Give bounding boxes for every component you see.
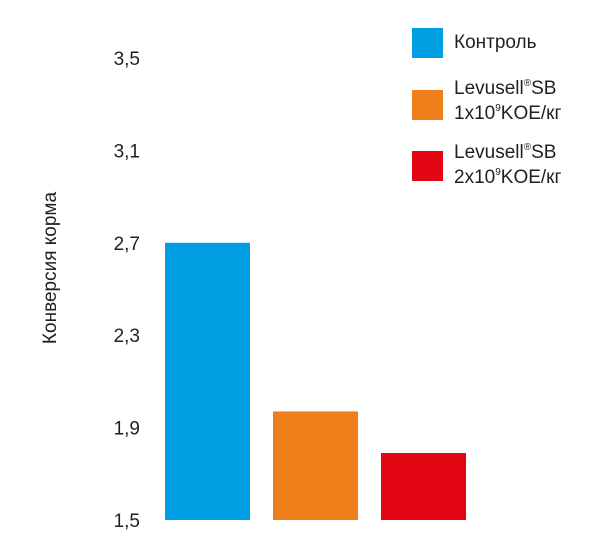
legend-swatch-dose-2 bbox=[412, 151, 443, 181]
legend-swatch-dose-1 bbox=[412, 90, 443, 120]
y-tick-label: 3,5 bbox=[114, 49, 140, 70]
y-tick-label: 2,3 bbox=[114, 326, 140, 347]
y-tick-label: 1,9 bbox=[114, 419, 140, 440]
y-axis-ticks: 3,5 3,1 2,7 2,3 1,9 1,5 bbox=[114, 49, 140, 532]
bar-1 bbox=[165, 242, 250, 521]
y-tick-label: 3,1 bbox=[114, 141, 140, 162]
y-tick-label: 2,7 bbox=[114, 234, 140, 255]
y-axis-label: Конверсия корма bbox=[40, 192, 61, 345]
bars bbox=[165, 242, 466, 521]
legend-swatch-control bbox=[412, 28, 443, 58]
legend-label-dose-2: Levusell®SB 2x109KOE/кг bbox=[454, 142, 562, 188]
legend-label-dose-1: Levusell®SB 1x109KOE/кг bbox=[454, 78, 562, 124]
legend-label-control: Контроль bbox=[454, 32, 537, 53]
y-tick-label: 1,5 bbox=[114, 511, 140, 532]
bar-3 bbox=[381, 453, 466, 520]
bar-2 bbox=[273, 411, 358, 520]
